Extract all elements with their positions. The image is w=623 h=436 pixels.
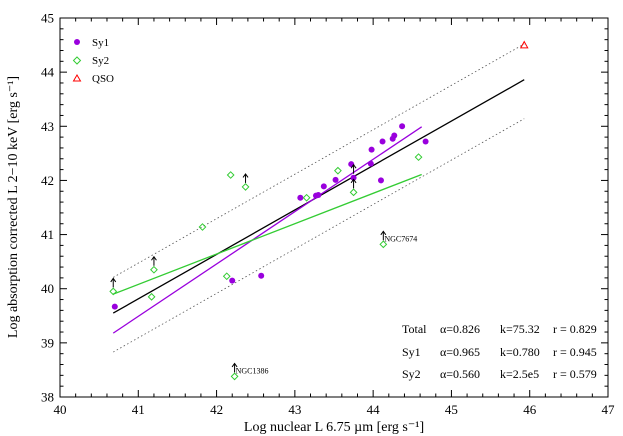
stats-total-alpha: α=0.826: [440, 322, 480, 336]
data-point-sy1: [391, 132, 398, 139]
fit-line-sy1: [112, 126, 423, 334]
data-point-sy1: [377, 177, 384, 184]
stats-total-k: k=75.32: [500, 322, 540, 336]
legend-marker-sy2: [72, 56, 82, 65]
stats-sy2-alpha: α=0.560: [440, 367, 480, 381]
data-point-sy1: [111, 303, 118, 310]
stats-sy1-name: Sy1: [402, 345, 421, 359]
y-tick-label: 40: [41, 281, 54, 296]
data-point-sy2: [147, 292, 156, 301]
y-tick-label: 42: [41, 173, 54, 188]
stats-sy1-alpha: α=0.965: [440, 345, 480, 359]
stats-sy2-r: r = 0.579: [553, 367, 597, 381]
x-tick-label: 46: [523, 402, 537, 417]
legend-label-sy2: Sy2: [92, 55, 109, 67]
data-point-sy1: [297, 194, 304, 201]
data-point-sy1: [422, 138, 429, 145]
data-point-sy2: [302, 193, 311, 202]
bound-line: [113, 43, 525, 278]
data-point-sy2: [226, 171, 235, 179]
y-tick-label: 44: [41, 65, 55, 80]
stats-total-name: Total: [402, 322, 427, 336]
fit-statistics: Total α=0.826 k=75.32 r = 0.829 Sy1 α=0.…: [402, 322, 597, 381]
fit-line-sy2: [112, 173, 422, 295]
data-point-sy2: [150, 265, 158, 274]
data-point-sy2: [334, 166, 342, 175]
y-tick-label: 39: [41, 335, 54, 350]
data-point-sy1: [399, 123, 406, 130]
data-point-sy1: [368, 146, 375, 153]
data-point-sy1: [320, 183, 327, 190]
legend-marker-qso: [72, 74, 82, 82]
y-tick-label: 41: [41, 227, 54, 242]
data-point-sy2: [230, 372, 239, 381]
data-point-sy1: [332, 176, 339, 183]
data-point-sy2: [379, 240, 388, 249]
legend: Sy1 Sy2 QSO: [72, 37, 114, 85]
bound-line: [113, 118, 525, 353]
data-point-sy1: [379, 138, 386, 145]
lower-limit-arrowhead: [110, 277, 117, 283]
data-point-sy2: [109, 287, 118, 296]
stats-sy1-r: r = 0.945: [553, 345, 597, 359]
lower-limit-arrowhead: [350, 163, 357, 169]
data-point-sy2: [241, 183, 250, 191]
x-tick-label: 43: [288, 402, 301, 417]
data-point-sy1: [258, 272, 265, 279]
plot-frame: [59, 17, 609, 398]
annotation-ngc1386: NGC1386: [236, 366, 269, 375]
x-tick-label: 44: [367, 402, 381, 417]
data-point-sy1: [315, 192, 322, 199]
annotation-ngc7674: NGC7674: [384, 234, 417, 243]
data-point-qso: [519, 40, 529, 49]
x-tick-label: 47: [602, 402, 616, 417]
x-tick-label: 40: [54, 402, 67, 417]
data-point-sy2: [222, 272, 231, 281]
y-tick-label: 43: [41, 119, 54, 134]
y-axis-label: Log absorption corrected L 2−10 keV [erg…: [6, 76, 21, 338]
lower-limit-arrowhead: [151, 255, 157, 261]
data-point-sy2: [198, 223, 207, 231]
x-tick-label: 42: [210, 402, 223, 417]
y-tick-label: 38: [41, 390, 54, 405]
y-tick-label: 45: [41, 11, 54, 26]
lower-limit-arrowhead: [350, 178, 357, 184]
legend-label-sy1: Sy1: [92, 37, 109, 49]
stats-sy2-k: k=2.5e5: [500, 367, 539, 381]
x-tick-label: 45: [445, 402, 458, 417]
data-point-sy2: [349, 188, 358, 197]
x-axis-label: Log nuclear L 6.75 µm [erg s⁻¹]: [244, 420, 424, 435]
lower-limit-arrowhead: [231, 362, 238, 368]
data-point-sy1: [229, 277, 236, 284]
stats-total-r: r = 0.829: [553, 322, 597, 336]
legend-marker-sy1: [74, 39, 80, 45]
lower-limit-arrowhead: [242, 173, 249, 178]
lower-limit-arrowhead: [380, 230, 387, 236]
x-tick-label: 41: [132, 402, 145, 417]
legend-label-qso: QSO: [92, 73, 114, 85]
data-point-sy1: [350, 174, 357, 181]
data-point-sy1: [367, 160, 374, 167]
data-point-sy2: [414, 153, 423, 162]
stats-sy2-name: Sy2: [402, 367, 421, 381]
stats-sy1-k: k=0.780: [500, 345, 540, 359]
